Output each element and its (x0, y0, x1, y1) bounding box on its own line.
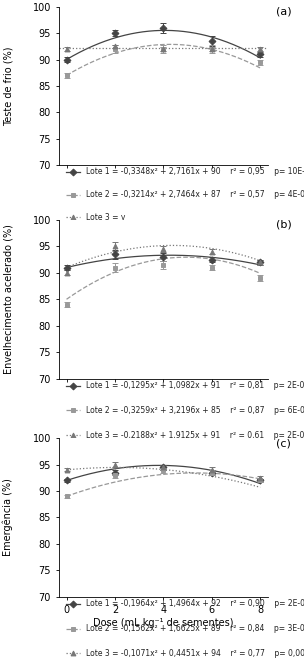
Text: Lote 3 = y: Lote 3 = y (86, 213, 126, 221)
Y-axis label: Emergência (%): Emergência (%) (3, 479, 13, 556)
Text: (a): (a) (276, 7, 292, 17)
Text: Lote 1 = -0,1295x² + 1,0982x + 91    r² = 0,81    p= 2E-05: Lote 1 = -0,1295x² + 1,0982x + 91 r² = 0… (86, 381, 304, 391)
Text: (b): (b) (276, 220, 292, 230)
Text: Lote 1 = -0,1964x² + 1,4964x + 92    r² = 0,90    p= 2E-09: Lote 1 = -0,1964x² + 1,4964x + 92 r² = 0… (86, 599, 304, 609)
Text: Lote 3 = -0,2188x² + 1,9125x + 91    r² = 0,61    p= 2E-010: Lote 3 = -0,2188x² + 1,9125x + 91 r² = 0… (86, 431, 304, 440)
Text: Lote 1 = -0,3348x² + 2,7161x + 90    r² = 0,95    p= 10E-015: Lote 1 = -0,3348x² + 2,7161x + 90 r² = 0… (86, 167, 304, 176)
Text: Lote 2 = -0,1562x² + 1,6625x + 89    r² = 0,84    p= 3E-07: Lote 2 = -0,1562x² + 1,6625x + 89 r² = 0… (86, 624, 304, 633)
Text: Lote 3 = -0,1071x² + 0,4451x + 94    r² = 0,77    p= 0,00014: Lote 3 = -0,1071x² + 0,4451x + 94 r² = 0… (86, 649, 304, 658)
X-axis label: Dose (mL kg⁻¹ de sementes): Dose (mL kg⁻¹ de sementes) (93, 618, 234, 628)
Text: Lote 2 = -0,3259x² + 3,2196x + 85    r² = 0,87    p= 6E-016: Lote 2 = -0,3259x² + 3,2196x + 85 r² = 0… (86, 406, 304, 415)
Y-axis label: Teste de frio (%): Teste de frio (%) (3, 46, 13, 126)
Y-axis label: Envelhecimento acelerado (%): Envelhecimento acelerado (%) (3, 224, 13, 374)
Text: Lote 2 = -0,3214x² + 2,7464x + 87    r² = 0,57    p= 4E-014: Lote 2 = -0,3214x² + 2,7464x + 87 r² = 0… (86, 190, 304, 199)
Text: (c): (c) (276, 438, 291, 448)
